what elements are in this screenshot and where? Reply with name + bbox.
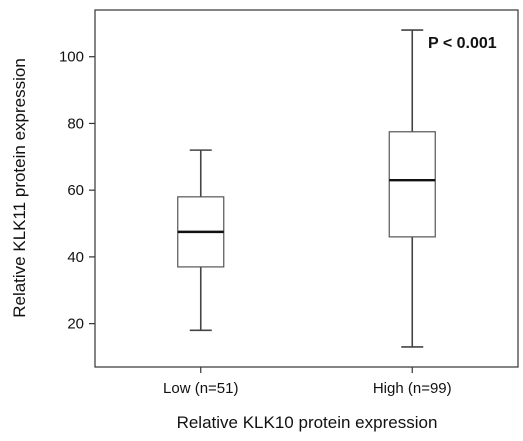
p-value-annotation: P < 0.001 [428,35,497,52]
x-tick-label: Low (n=51) [163,380,238,397]
y-tick-label: 80 [67,115,84,132]
box-low [177,149,225,332]
x-tick-label: High (n=99) [373,380,452,397]
y-axis-label: Relative KLK11 protein expression [10,58,29,318]
interquartile-box [388,131,436,238]
x-axis-label: Relative KLK10 protein expression [177,413,438,432]
y-tick-label: 60 [67,182,84,199]
plot-frame [94,9,519,368]
y-tick-label: 100 [59,49,84,66]
box-series [177,29,436,348]
x-axis: Low (n=51) High (n=99) [163,367,452,397]
y-axis: 20 40 60 80 100 [59,49,95,333]
y-tick-label: 20 [67,316,84,333]
y-tick-label: 40 [67,249,84,266]
box-high [388,29,436,348]
